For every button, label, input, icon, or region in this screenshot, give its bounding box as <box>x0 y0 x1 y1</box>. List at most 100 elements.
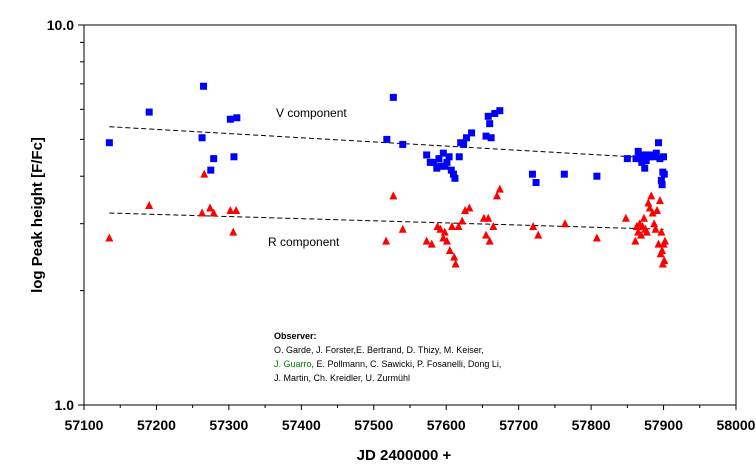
v-data-point <box>198 134 206 142</box>
r-data-point <box>232 205 241 214</box>
x-tick-label: 57400 <box>282 417 321 433</box>
v-data-point <box>638 158 646 166</box>
observer-credits: Observer: O. Garde, J. Forster,E. Bertra… <box>274 331 501 383</box>
r-data-point <box>658 246 667 255</box>
r-data-point <box>529 221 538 230</box>
x-tick-label: 57300 <box>209 417 248 433</box>
v-data-point <box>233 114 241 122</box>
v-data-point <box>656 155 664 163</box>
v-data-point <box>532 179 540 187</box>
observer-name-segment: , E. Pollmann, C. Sawicki, P. Fosanelli,… <box>312 359 502 369</box>
r-data-point <box>440 227 449 236</box>
v-data-point <box>468 129 476 137</box>
v-data-point <box>437 162 445 170</box>
x-axis-title: JD 2400000 + <box>357 447 452 464</box>
r-data-point <box>458 216 467 225</box>
y-axis: 1.0 10.0 <box>47 17 84 413</box>
v-data-point <box>449 170 457 178</box>
x-tick-label: 57600 <box>427 417 466 433</box>
r-data-point <box>655 196 664 205</box>
observer-line: O. Garde, J. Forster,E. Bertrand, D. Thi… <box>274 345 484 355</box>
series-v-component <box>105 82 668 189</box>
r-data-point <box>229 227 238 236</box>
v-data-point <box>484 112 492 120</box>
r-data-point <box>561 219 570 228</box>
r-data-point <box>454 221 463 230</box>
r-data-point <box>200 169 209 178</box>
r-data-point <box>389 191 398 200</box>
r-data-point <box>495 184 504 193</box>
v-data-point <box>441 162 449 170</box>
v-data-point <box>430 158 438 166</box>
r-data-point <box>631 236 640 245</box>
v-data-point <box>593 172 601 180</box>
r-data-point <box>644 198 653 207</box>
v-data-point <box>460 140 468 148</box>
v-data-point <box>632 155 640 163</box>
r-data-point <box>661 236 670 245</box>
r-data-point <box>660 256 669 265</box>
r-data-point <box>465 203 474 212</box>
x-tick-label: 57200 <box>137 417 176 433</box>
r-data-point <box>206 203 215 212</box>
r-data-point <box>484 213 493 222</box>
r-data-point <box>439 233 448 242</box>
observer-name-segment: J. Martin, Ch. Kreidler, U. Zurmühl <box>274 373 410 383</box>
v-data-point <box>443 158 451 166</box>
series-r-component <box>105 169 670 268</box>
v-data-point <box>650 153 658 161</box>
x-axis: 57100 57200 57300 57400 57500 57600 57700 57800… <box>65 405 756 433</box>
r-data-point <box>398 224 407 233</box>
r-data-point <box>621 213 630 222</box>
v-data-point <box>482 132 490 140</box>
observer-line: J. Martin, Ch. Kreidler, U. Zurmühl <box>274 373 410 383</box>
r-data-point <box>422 236 431 245</box>
v-data-point <box>399 140 407 148</box>
v-data-point <box>105 139 113 147</box>
v-data-point <box>491 109 499 117</box>
r-data-point <box>592 233 601 242</box>
r-data-point <box>489 221 498 230</box>
x-tick-label: 57100 <box>65 417 104 433</box>
r-data-point <box>657 227 666 236</box>
r-component-label: R component <box>268 235 340 249</box>
r-data-point <box>450 252 459 261</box>
v-data-point <box>426 158 434 166</box>
r-data-point <box>482 230 491 239</box>
r-data-point <box>650 219 659 228</box>
v-data-point <box>639 151 647 159</box>
y-tick-label: 1.0 <box>55 397 75 413</box>
observer-name-segment: O. Garde, J. Forster,E. Bertrand, D. Thi… <box>274 345 484 355</box>
r-data-point <box>427 239 436 248</box>
x-tick-label: 57700 <box>499 417 538 433</box>
r-data-point <box>145 200 154 209</box>
v-data-point <box>200 82 208 90</box>
v-data-point <box>623 155 631 163</box>
r-data-point <box>642 227 651 236</box>
r-data-point <box>637 230 646 239</box>
r-data-point <box>226 205 235 214</box>
v-data-point <box>207 166 215 174</box>
r-data-point <box>445 246 454 255</box>
r-data-point <box>105 233 114 242</box>
v-data-point <box>641 164 649 172</box>
r-data-point <box>645 203 654 212</box>
v-data-point <box>528 170 536 178</box>
r-data-point <box>653 205 662 214</box>
v-data-point <box>660 170 668 178</box>
v-component-label: V component <box>276 106 347 120</box>
v-data-point <box>496 107 504 115</box>
v-data-point <box>652 149 660 157</box>
x-tick-label: 57900 <box>644 417 683 433</box>
r-data-point <box>448 221 457 230</box>
r-data-point <box>654 239 663 248</box>
x-tick-label: 57800 <box>572 417 611 433</box>
y-tick-label: 10.0 <box>47 17 74 33</box>
r-data-point <box>492 191 501 200</box>
r-data-point <box>209 208 218 217</box>
v-data-point <box>634 147 642 155</box>
r-data-point <box>198 208 207 217</box>
r-data-point <box>382 236 391 245</box>
r-data-point <box>436 224 445 233</box>
